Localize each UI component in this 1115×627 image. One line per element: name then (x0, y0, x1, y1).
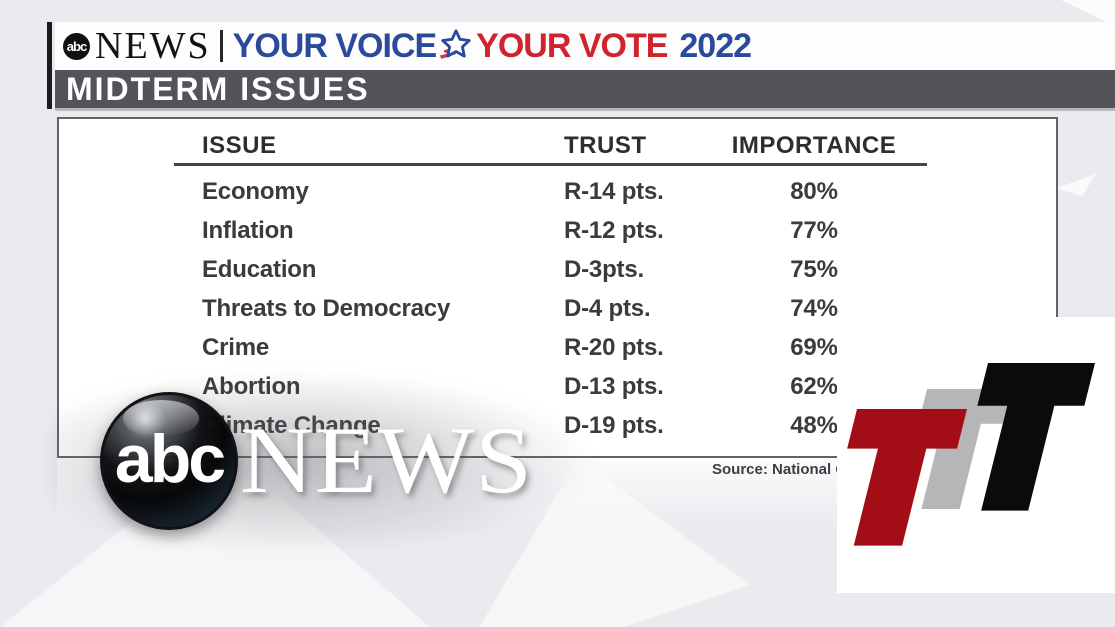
importance-cell: 75% (790, 255, 838, 283)
table-row: Economy R-14 pts. 80% (59, 172, 1056, 211)
section-title: MIDTERM ISSUES (66, 71, 370, 107)
table-body: Economy R-14 pts. 80% Inflation R-12 pts… (59, 172, 1056, 445)
section-title-banner: MIDTERM ISSUES (55, 70, 1115, 111)
issue-cell: Threats to Democracy (202, 294, 451, 322)
table-row: Education D-3pts. 75% (59, 250, 1056, 289)
banner-accent-bar (47, 22, 52, 109)
year-text: 2022 (679, 27, 752, 65)
trust-cell: D-13 pts. (564, 372, 664, 400)
source-credit: Source: National C (712, 461, 847, 478)
table-row: Crime R-20 pts. 69% (59, 328, 1056, 367)
background-facet (1056, 174, 1096, 196)
issue-cell: Crime (202, 333, 270, 361)
star-icon (437, 27, 475, 65)
table-row: Threats to Democracy D-4 pts. 74% (59, 289, 1056, 328)
abc-logo-text: abc (66, 38, 87, 54)
news-banner: abc NEWS YOUR VOICE YOUR VOTE 2022 (55, 22, 1115, 70)
abc-sphere-text: abc (114, 421, 226, 497)
separator-bar (219, 30, 223, 62)
column-header-trust: TRUST (564, 132, 647, 159)
abc-news-watermark: abc NEWS (100, 392, 533, 530)
issue-cell: Inflation (202, 216, 294, 244)
trust-cell: R-20 pts. (564, 333, 664, 361)
table-row: Abortion D-13 pts. 62% (59, 367, 1056, 406)
issue-cell: Economy (202, 177, 309, 205)
trust-cell: D-19 pts. (564, 411, 664, 439)
issue-cell: Education (202, 255, 317, 283)
issue-cell: Abortion (202, 373, 564, 401)
your-vote-text: YOUR VOTE (476, 27, 668, 65)
table-row: Climate Change D-19 pts. 48% (59, 406, 1056, 445)
trust-cell: D-3pts. (564, 255, 644, 283)
importance-cell: 48% (790, 411, 838, 439)
table-header-row: ISSUE TRUST IMPORTANCE (59, 132, 1056, 160)
trust-cell: D-4 pts. (564, 294, 651, 322)
header-rule (174, 163, 927, 166)
column-header-importance: IMPORTANCE (731, 132, 897, 159)
abc-sphere-logo: abc (100, 392, 238, 530)
column-header-issue: ISSUE (202, 132, 277, 159)
importance-cell: 62% (790, 372, 838, 400)
importance-cell: 80% (790, 177, 838, 205)
ttt-logo-icon (847, 363, 1096, 546)
importance-cell: 74% (790, 294, 838, 322)
importance-cell: 77% (790, 216, 838, 244)
your-voice-text: YOUR VOICE (232, 27, 437, 65)
table-row: Inflation R-12 pts. 77% (59, 211, 1056, 250)
abc-circle-logo: abc (63, 32, 90, 60)
news-wordmark: NEWS (95, 25, 211, 67)
importance-cell: 69% (790, 333, 838, 361)
watermark-news-text: NEWS (240, 407, 533, 514)
trust-cell: R-14 pts. (564, 177, 664, 205)
trust-cell: R-12 pts. (564, 216, 664, 244)
ttt-logo-box (837, 317, 1115, 593)
